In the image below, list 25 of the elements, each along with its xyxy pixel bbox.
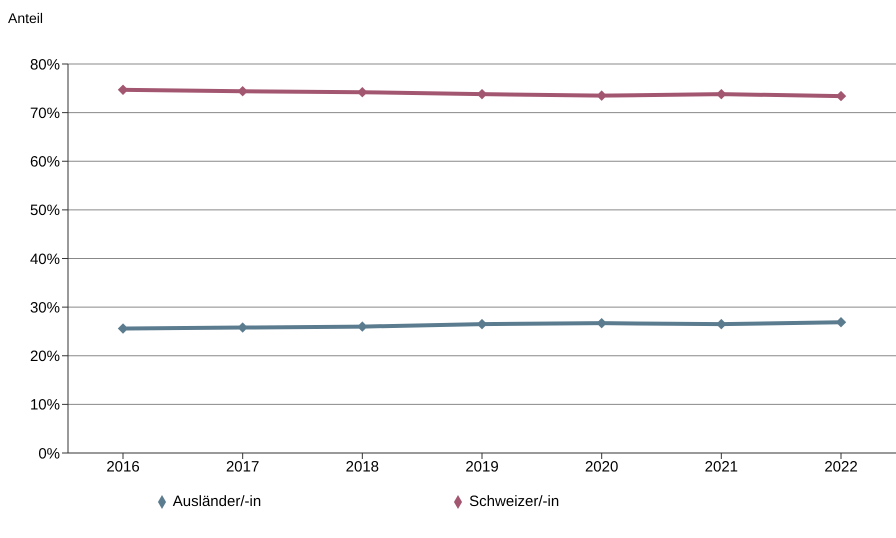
y-tick-label: 40% [30, 250, 60, 268]
legend-label: Ausländer/-in [172, 493, 262, 510]
y-tick-label: 20% [30, 348, 60, 366]
point [836, 317, 846, 328]
y-axis-title: Anteil [8, 10, 44, 26]
point [477, 89, 487, 100]
y-tick-label: 0% [38, 445, 60, 462]
y-tick-label: 30% [30, 299, 60, 316]
x-tick-label: 2019 [465, 458, 499, 476]
x-tick-label: 2021 [704, 458, 738, 476]
x-tick-label: 2017 [226, 458, 260, 476]
legend-label: Schweizer/-in [469, 493, 560, 510]
y-tick-label: 10% [30, 396, 60, 414]
point [118, 324, 128, 334]
x-tick-label: 2016 [106, 458, 140, 476]
point [477, 319, 487, 330]
y-tick-label: 70% [30, 104, 60, 122]
y-tick-label: 50% [30, 202, 60, 220]
x-tick-label: 2020 [584, 458, 618, 476]
y-tick-label: 80% [30, 56, 60, 74]
y-tick-label: 60% [30, 154, 60, 171]
x-tick-label: 2022 [824, 458, 858, 476]
x-tick-label: 2018 [346, 458, 380, 476]
point [118, 84, 128, 95]
point [836, 91, 846, 102]
